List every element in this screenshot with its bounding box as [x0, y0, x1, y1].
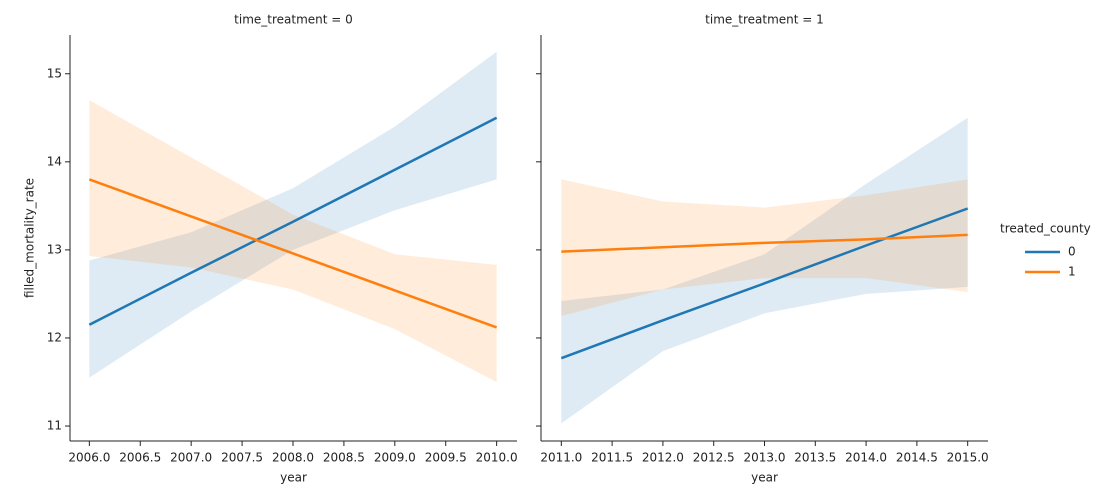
x-tick-label: 2007.5 — [221, 451, 263, 465]
x-tick-label: 2010.0 — [476, 451, 518, 465]
x-tick-label: 2008.0 — [272, 451, 314, 465]
x-tick-label: 2014.5 — [896, 451, 938, 465]
x-tick-label: 2008.5 — [323, 451, 365, 465]
x-tick-label: 2009.0 — [374, 451, 416, 465]
legend-title: treated_county — [1000, 222, 1091, 236]
regression-line — [560, 207, 969, 360]
y-tick-label: 13 — [47, 242, 62, 256]
y-tick-label: 15 — [47, 66, 62, 80]
x-axis-label: year — [280, 471, 307, 485]
x-axis-label: year — [751, 471, 778, 485]
y-axis-label: filled_mortality_rate — [23, 178, 37, 298]
regression-line — [88, 178, 498, 329]
x-tick-label: 2007.0 — [170, 451, 212, 465]
y-tick-label: 14 — [47, 154, 62, 168]
confidence-band — [561, 179, 968, 316]
x-tick-label: 2006.0 — [68, 451, 110, 465]
legend-label: 1 — [1068, 265, 1076, 279]
x-tick-label: 2014.0 — [845, 451, 887, 465]
confidence-band — [89, 100, 497, 382]
x-tick-label: 2011.0 — [540, 451, 582, 465]
legend-label: 0 — [1068, 245, 1076, 259]
y-tick-label: 12 — [47, 330, 62, 344]
x-tick-label: 2013.0 — [744, 451, 786, 465]
x-tick-label: 2012.5 — [693, 451, 735, 465]
regression-line — [561, 233, 968, 253]
x-tick-label: 2011.5 — [591, 451, 633, 465]
x-tick-label: 2009.5 — [425, 451, 467, 465]
confidence-band — [89, 51, 497, 378]
x-tick-label: 2012.0 — [642, 451, 684, 465]
facet-title: time_treatment = 1 — [705, 13, 824, 27]
x-tick-label: 2013.5 — [794, 451, 836, 465]
y-tick-label: 11 — [47, 419, 62, 433]
facet-title: time_treatment = 0 — [234, 13, 353, 27]
confidence-band — [561, 117, 968, 424]
x-tick-label: 2015.0 — [947, 451, 989, 465]
regression-line — [88, 116, 498, 326]
x-tick-label: 2006.5 — [119, 451, 161, 465]
